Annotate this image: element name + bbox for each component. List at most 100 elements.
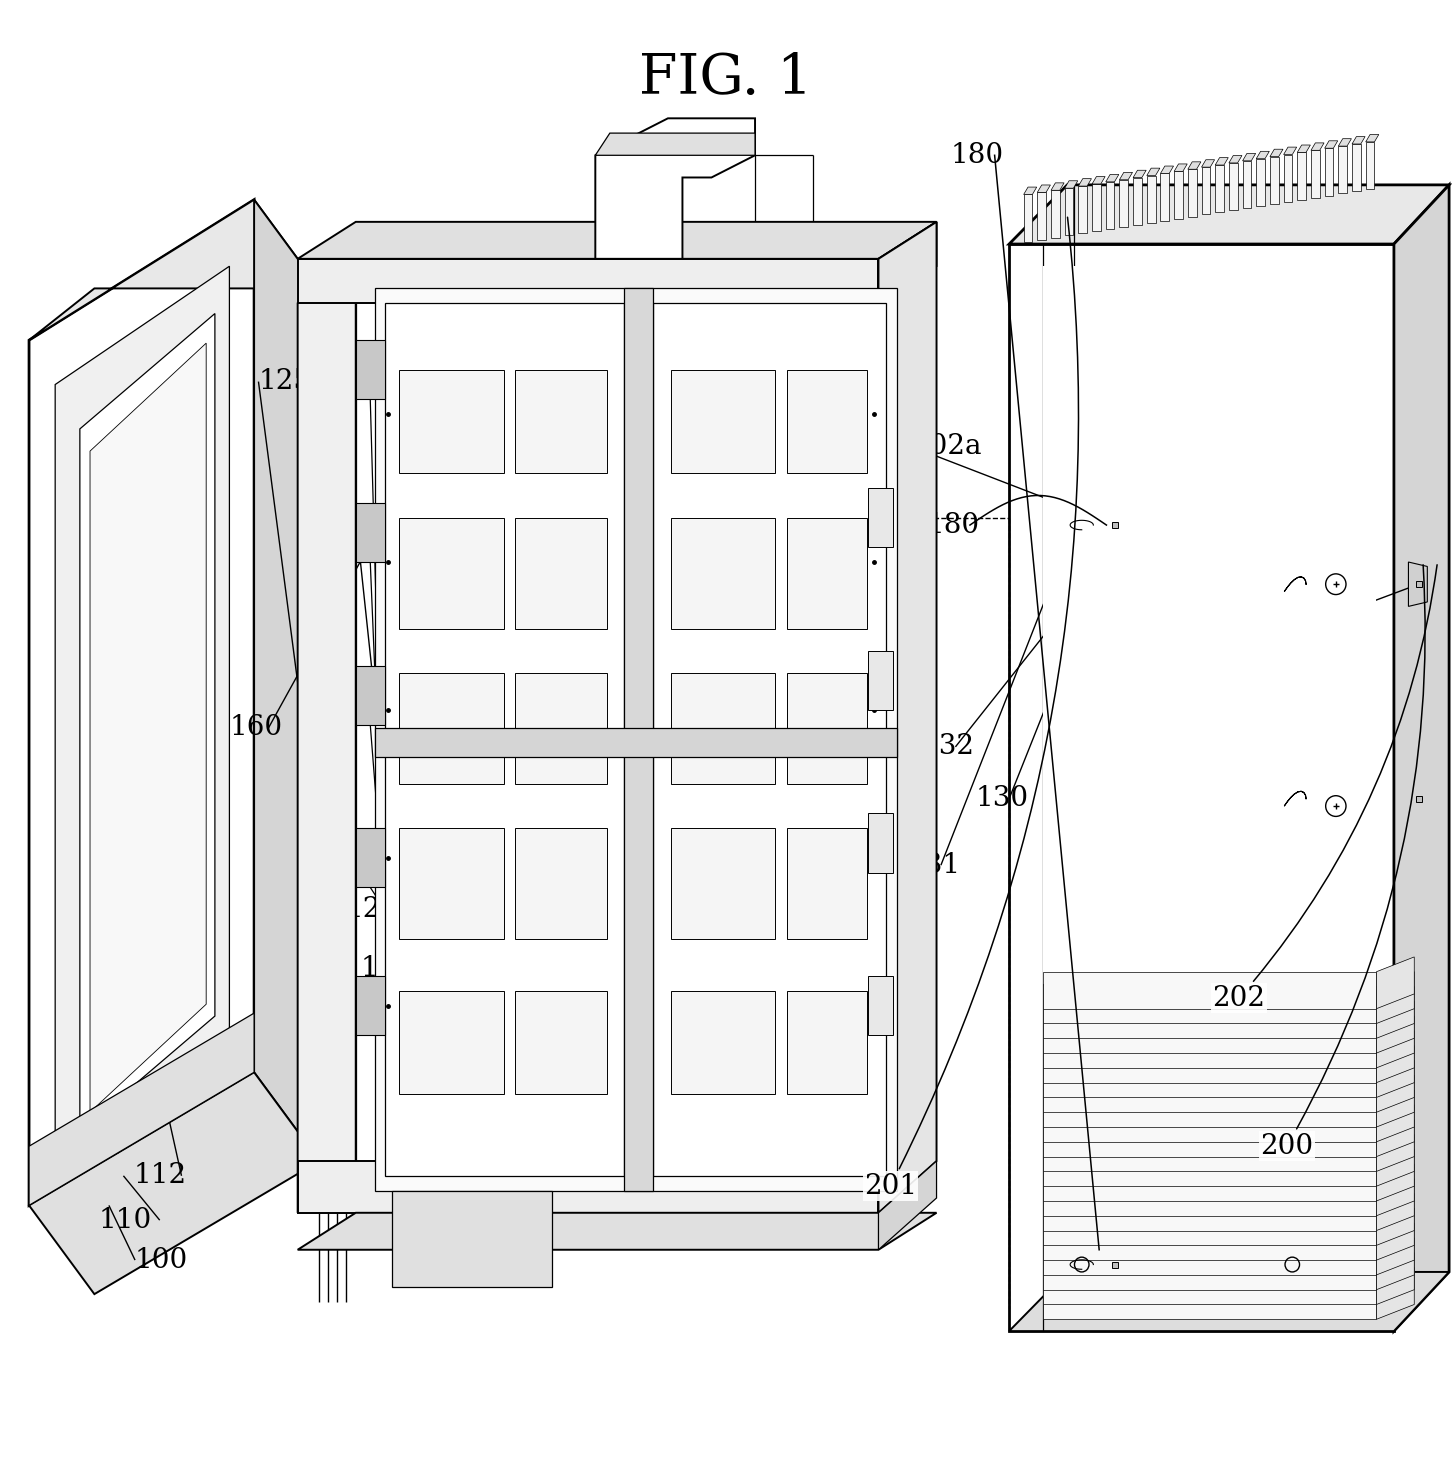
Polygon shape (1376, 1001, 1414, 1053)
Polygon shape (1376, 1223, 1414, 1275)
Polygon shape (1043, 1238, 1376, 1275)
Polygon shape (1043, 1134, 1376, 1171)
Polygon shape (1009, 1272, 1449, 1331)
Text: 126: 126 (366, 282, 420, 309)
Text: 121: 121 (346, 896, 399, 923)
Polygon shape (1043, 1282, 1376, 1319)
Polygon shape (1256, 151, 1269, 158)
Polygon shape (1043, 1046, 1376, 1083)
Polygon shape (1376, 1134, 1414, 1186)
Polygon shape (878, 222, 937, 303)
Text: 130: 130 (976, 785, 1029, 812)
Polygon shape (671, 673, 775, 784)
Polygon shape (1376, 1105, 1414, 1157)
Polygon shape (375, 288, 897, 1191)
Polygon shape (671, 991, 775, 1094)
Polygon shape (1408, 562, 1427, 606)
Polygon shape (1079, 179, 1092, 186)
Polygon shape (1376, 1090, 1414, 1142)
Polygon shape (1284, 146, 1297, 154)
Polygon shape (1024, 194, 1032, 241)
Polygon shape (1043, 1120, 1376, 1157)
Polygon shape (787, 370, 867, 473)
Polygon shape (878, 1161, 937, 1250)
Polygon shape (1119, 173, 1133, 180)
Polygon shape (1188, 169, 1196, 216)
Polygon shape (375, 728, 897, 757)
Polygon shape (1228, 155, 1241, 163)
Polygon shape (298, 259, 878, 303)
Text: 202a: 202a (912, 433, 982, 460)
Polygon shape (29, 200, 319, 340)
Polygon shape (1051, 183, 1064, 191)
Text: 202: 202 (1212, 565, 1437, 1012)
Text: 131: 131 (908, 852, 961, 879)
Polygon shape (1043, 1075, 1376, 1112)
Polygon shape (1311, 143, 1324, 151)
Text: 111: 111 (70, 1133, 123, 1160)
Polygon shape (1297, 152, 1305, 200)
Polygon shape (1147, 176, 1156, 223)
Polygon shape (80, 314, 215, 1131)
Polygon shape (356, 976, 385, 1035)
Polygon shape (787, 828, 867, 939)
Polygon shape (1133, 170, 1146, 177)
Polygon shape (399, 370, 504, 473)
Polygon shape (1043, 1208, 1376, 1245)
Polygon shape (1376, 1075, 1414, 1127)
Polygon shape (356, 503, 385, 562)
Polygon shape (90, 343, 206, 1112)
Polygon shape (624, 288, 653, 1191)
Polygon shape (868, 651, 893, 710)
Text: 123: 123 (656, 1055, 710, 1081)
Polygon shape (1092, 176, 1105, 183)
Polygon shape (254, 200, 319, 1161)
Text: 201: 201 (864, 217, 1079, 1199)
Polygon shape (1324, 148, 1333, 195)
Polygon shape (1043, 1164, 1376, 1201)
Polygon shape (878, 222, 937, 1213)
Polygon shape (1376, 1016, 1414, 1068)
Polygon shape (1376, 1149, 1414, 1201)
Polygon shape (1037, 185, 1050, 192)
Polygon shape (1051, 191, 1060, 238)
Polygon shape (1201, 160, 1214, 167)
Polygon shape (1160, 173, 1169, 220)
Polygon shape (1043, 1105, 1376, 1142)
Polygon shape (1366, 142, 1375, 189)
Polygon shape (1106, 175, 1119, 182)
Polygon shape (1175, 164, 1188, 172)
Polygon shape (1037, 192, 1045, 240)
Polygon shape (1043, 1016, 1376, 1053)
Text: 122: 122 (424, 981, 478, 1007)
Polygon shape (55, 266, 229, 1168)
Polygon shape (1324, 141, 1337, 148)
Polygon shape (1043, 266, 1376, 984)
Polygon shape (515, 828, 607, 939)
Polygon shape (399, 673, 504, 784)
Polygon shape (671, 828, 775, 939)
Polygon shape (1092, 183, 1101, 231)
Polygon shape (1366, 135, 1379, 142)
Polygon shape (787, 518, 867, 629)
Polygon shape (1009, 185, 1449, 244)
Text: 100: 100 (135, 1247, 189, 1273)
Polygon shape (1376, 1179, 1414, 1231)
Polygon shape (392, 1191, 552, 1287)
Polygon shape (1043, 1060, 1376, 1097)
Polygon shape (1376, 1164, 1414, 1216)
Polygon shape (1043, 1149, 1376, 1186)
Polygon shape (1376, 957, 1414, 1009)
Polygon shape (1106, 182, 1115, 229)
Polygon shape (1376, 1120, 1414, 1171)
Polygon shape (399, 991, 504, 1094)
Polygon shape (1376, 1046, 1414, 1097)
Polygon shape (1376, 986, 1414, 1038)
Polygon shape (1270, 149, 1284, 157)
Polygon shape (1243, 161, 1252, 209)
Text: 112: 112 (134, 1162, 187, 1189)
Polygon shape (1376, 1238, 1414, 1290)
Polygon shape (595, 133, 755, 155)
Text: 124: 124 (520, 1128, 574, 1155)
Polygon shape (515, 991, 607, 1094)
